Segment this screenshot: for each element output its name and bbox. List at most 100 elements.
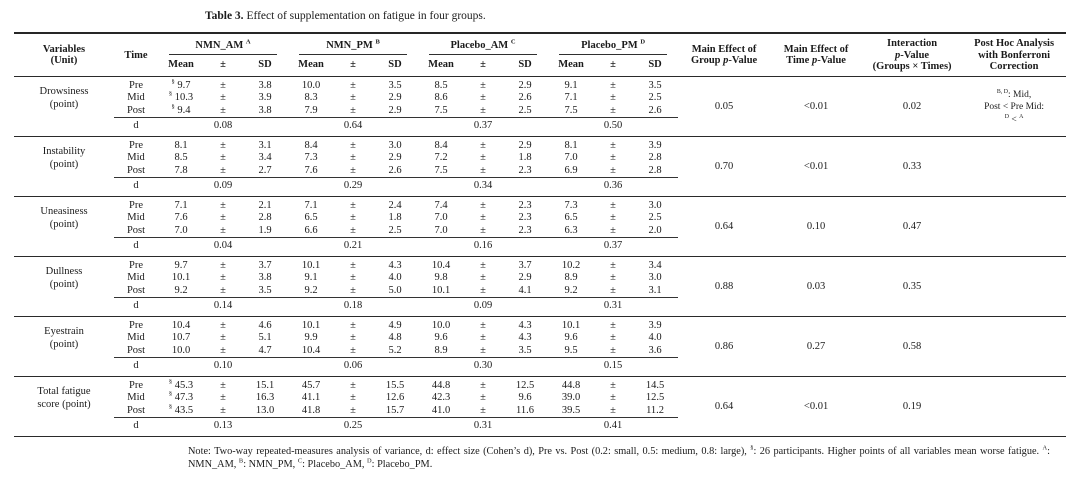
sd-cell: 4.3 xyxy=(388,259,402,271)
sd-cell: 3.9 xyxy=(648,139,662,151)
mean-cell: § 9.4 xyxy=(171,103,191,116)
time-cell: Mid xyxy=(127,92,145,103)
variable-block: Eyestrain (point) Pre 10.4 ±4.6 10.1 ±4.9 10.0 ±… xyxy=(14,316,1067,377)
effect-size-row: d 0.08 0.64 0.37 0.50 xyxy=(14,117,1066,136)
stat-header: Post Hoc Analysis with Bonferroni Correcti… xyxy=(962,33,1067,77)
mean-cell: 9.2 xyxy=(564,284,578,296)
mean-cell: 7.2 xyxy=(434,152,448,163)
mean-cell: 39.0 xyxy=(561,392,581,403)
sd-cell: 2.1 xyxy=(258,199,272,211)
d-value-cell: 0.25 xyxy=(288,417,419,436)
sd-cell: 15.1 xyxy=(255,379,275,391)
d-value-cell: 0.64 xyxy=(288,117,419,136)
group-header: NMN_AM A xyxy=(158,33,288,56)
data-row: Post 10.0 ±4.7 10.4 ±5.2 8.9 ±3.5 9.5 ±3.6 xyxy=(14,345,1066,358)
mean-cell: 8.5 xyxy=(434,79,448,91)
time-cell: Mid xyxy=(127,212,145,223)
table-note: Note: Two-way repeated-measures analysis… xyxy=(188,444,1051,470)
plus-minus-cell: ± xyxy=(220,319,226,331)
sd-cell: 4.9 xyxy=(388,319,402,331)
mean-cell: 8.1 xyxy=(564,139,578,151)
d-value-cell: 0.31 xyxy=(418,417,549,436)
data-row: Post § 9.4 ±3.8 7.9 ±2.9 7.5 ±2.5 7.5 ±2.6 xyxy=(14,103,1066,118)
d-label-cell: d xyxy=(114,297,158,316)
time-cell: Pre xyxy=(129,139,143,151)
mean-cell: 7.8 xyxy=(174,164,188,176)
plus-minus-cell: ± xyxy=(220,332,226,343)
sd-cell: 2.9 xyxy=(388,104,402,116)
variable-name: Eyestrain (point) xyxy=(44,326,84,350)
plus-minus-cell: ± xyxy=(610,392,616,403)
variable-block: Uneasiness (point) Pre 7.1 ±2.1 7.1 ±2.4 7.4 ±2.… xyxy=(14,196,1067,256)
table-caption-label: Table 3. xyxy=(205,10,244,22)
group-header: NMN_PM B xyxy=(288,33,418,56)
mean-cell: 42.3 xyxy=(431,392,451,403)
time-cell: Pre xyxy=(129,79,143,91)
mean-cell: 9.5 xyxy=(564,344,578,356)
time-cell: Post xyxy=(126,344,146,356)
sd-cell: 5.2 xyxy=(388,344,402,356)
sd-cell: 12.5 xyxy=(515,379,535,391)
sd-cell: 9.6 xyxy=(518,392,532,403)
plus-minus-cell: ± xyxy=(480,199,486,211)
variable-spacer xyxy=(14,418,114,437)
plus-minus-cell: ± xyxy=(220,392,226,403)
sd-cell: 5.1 xyxy=(258,332,272,343)
mean-cell: 10.4 xyxy=(171,319,191,331)
sd-cell: 16.3 xyxy=(255,392,275,403)
sd-cell: 13.0 xyxy=(255,404,275,416)
stat-header: Main Effect of Time p-Value xyxy=(770,33,863,77)
group-p-value-cell: 0.05 xyxy=(714,101,734,113)
plus-minus-cell: ± xyxy=(350,379,356,391)
sd-cell: 12.6 xyxy=(385,392,405,403)
effect-size-row: d 0.14 0.18 0.09 0.31 xyxy=(14,297,1066,316)
sd-cell: 3.0 xyxy=(388,139,402,151)
sd-cell: 4.8 xyxy=(388,332,402,343)
sd-cell: 2.9 xyxy=(518,272,532,283)
d-value-cell: 0.15 xyxy=(548,357,679,376)
plus-minus-cell: ± xyxy=(480,79,486,91)
sd-cell: 3.9 xyxy=(648,319,662,331)
post-hoc-cell xyxy=(962,376,1066,436)
data-row: Mid 10.1 ±3.8 9.1 ±4.0 9.8 ±2.9 8.9 ±3.0 xyxy=(14,272,1066,285)
sd-cell: 2.3 xyxy=(518,199,532,211)
data-row: Post 7.8 ±2.7 7.6 ±2.6 7.5 ±2.3 6.9 ±2.8 xyxy=(14,165,1066,178)
data-row: Mid 8.5 ±3.4 7.3 ±2.9 7.2 ±1.8 7.0 ±2.8 xyxy=(14,152,1066,165)
mean-cell: § 45.3 xyxy=(168,378,194,391)
plus-minus-cell: ± xyxy=(610,164,616,176)
sd-cell: 1.8 xyxy=(388,212,402,223)
time-p-value-cell: <0.01 xyxy=(803,101,829,113)
mean-cell: 7.0 xyxy=(564,152,578,163)
d-value-cell: 0.41 xyxy=(548,417,679,436)
mean-cell: 9.1 xyxy=(564,79,578,91)
plus-minus-cell: ± xyxy=(220,224,226,236)
variables-header: Variables (Unit) xyxy=(14,33,114,77)
mean-cell: 45.7 xyxy=(301,379,321,391)
mean-cell: 41.8 xyxy=(301,404,321,416)
plus-minus-cell: ± xyxy=(610,199,616,211)
plus-minus-cell: ± xyxy=(350,104,356,116)
variable-block: Instability (point) Pre 8.1 ±3.1 8.4 ±3.0 8.4 ±2… xyxy=(14,136,1067,196)
plus-minus-cell: ± xyxy=(610,212,616,223)
mean-cell: 10.0 xyxy=(301,79,321,91)
mean-cell: 7.3 xyxy=(304,152,318,163)
sd-cell: 2.9 xyxy=(388,152,402,163)
time-cell: Post xyxy=(126,224,146,236)
variable-name: Instability (point) xyxy=(42,146,86,170)
post-hoc-cell xyxy=(962,136,1066,196)
mean-cell: 9.9 xyxy=(304,332,318,343)
sd-cell: 3.9 xyxy=(258,92,272,103)
mean-cell: 8.4 xyxy=(434,139,448,151)
variable-spacer xyxy=(14,358,114,377)
d-label-cell: d xyxy=(114,417,158,436)
d-value-cell: 0.13 xyxy=(158,417,288,436)
data-row: Dullness (point) Pre 9.7 ±3.7 10.1 ±4.3 10.4 ±3.… xyxy=(14,256,1066,293)
time-cell: Mid xyxy=(127,332,145,343)
sd-cell: 2.5 xyxy=(388,224,402,236)
sd-cell: 3.5 xyxy=(518,344,532,356)
plus-minus-cell: ± xyxy=(220,404,226,416)
data-row: Mid 7.6 ±2.8 6.5 ±1.8 7.0 ±2.3 6.5 ±2.5 xyxy=(14,212,1066,225)
mean-cell: § 43.5 xyxy=(168,403,194,416)
sd-cell: 2.3 xyxy=(518,212,532,223)
plus-minus-cell: ± xyxy=(350,212,356,223)
